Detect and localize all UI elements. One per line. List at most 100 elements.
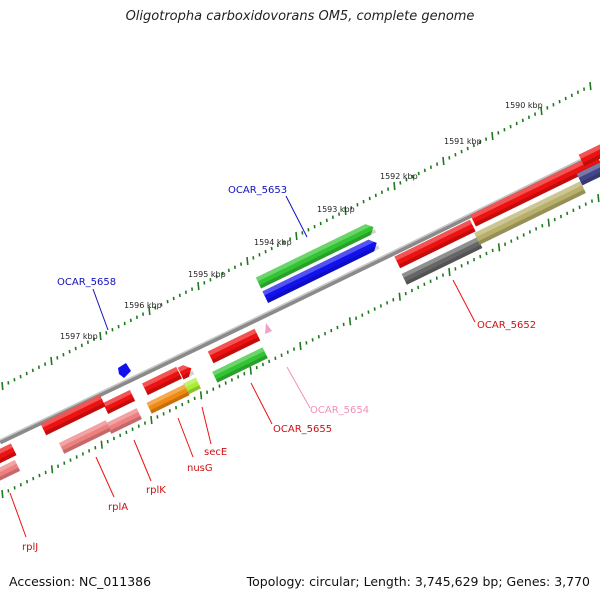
feature-rpla xyxy=(59,420,111,454)
feature-red-9-shade xyxy=(0,451,17,467)
feature-ocar-5658-shade xyxy=(266,245,380,304)
feature-red-3-shade xyxy=(582,149,600,167)
feature-red-5-shine xyxy=(177,362,191,372)
feature-nusg-shine xyxy=(146,384,187,407)
feature-red-2-body xyxy=(470,153,600,227)
feature-ocar-5653 xyxy=(255,221,377,289)
tick-label: 1597 kbp xyxy=(60,332,98,341)
feature-ocar-5655 xyxy=(212,347,268,383)
feature-nusg xyxy=(146,384,190,414)
outer-tick xyxy=(540,106,543,116)
feature-red-9-shine xyxy=(0,443,13,459)
leader-nusg xyxy=(177,417,194,458)
feature-rpla-body xyxy=(59,420,111,454)
label-ocar-5654: OCAR_5654 xyxy=(310,405,369,416)
feature-red-5-body xyxy=(177,365,192,380)
feature-sece-shade xyxy=(186,385,201,395)
feature-gray-shade xyxy=(405,244,483,285)
map-title: Oligotropha carboxidovorans OM5, complet… xyxy=(125,9,475,24)
feature-red-5 xyxy=(177,362,195,380)
feature-ocar-5658 xyxy=(262,236,380,304)
feature-ocar-5653-shade xyxy=(259,229,377,289)
feature-red-1 xyxy=(394,219,476,269)
feature-red-8-shine xyxy=(40,394,102,428)
feature-red-4-shade xyxy=(211,336,261,364)
feature-ocar-5658-shine xyxy=(262,236,376,296)
feature-red-1-body xyxy=(394,219,476,269)
feature-red-6 xyxy=(142,366,182,396)
inner-tick xyxy=(398,292,401,301)
feature-red-6-shade xyxy=(146,375,182,396)
feature-ocar-5653-body xyxy=(255,224,374,289)
feature-red-6-shine xyxy=(142,366,179,388)
leader-ocar-5654 xyxy=(286,366,311,409)
feature-ocar-5653-shine xyxy=(255,221,373,282)
tick-label: 1592 kbp xyxy=(380,172,418,181)
feature-red-3-shine xyxy=(578,141,600,159)
feature-red-4 xyxy=(207,328,261,364)
feature-rplk-shade xyxy=(109,415,142,434)
feature-rplj-shine xyxy=(0,460,17,477)
feature-red-1-shade xyxy=(398,227,476,269)
tick-label: 1594 kbp xyxy=(254,238,292,247)
feature-red-9 xyxy=(0,443,17,467)
outer-tick xyxy=(442,156,445,166)
label-nusg: nusG xyxy=(187,463,213,474)
label-rpla: rplA xyxy=(108,502,128,513)
outer-tick xyxy=(589,81,592,91)
feature-navy-body xyxy=(576,160,600,186)
feature-sece xyxy=(183,377,201,395)
feature-red-9-body xyxy=(0,443,17,467)
inner-tick xyxy=(348,317,352,326)
feature-ocar-5655-shade xyxy=(215,354,268,383)
outer-tick xyxy=(50,356,53,366)
feature-red-8-shade xyxy=(44,402,106,436)
leader-ocar-5653 xyxy=(285,195,308,238)
inner-tick xyxy=(50,465,54,474)
feature-red-2 xyxy=(470,153,600,227)
feature-red-5-shade xyxy=(181,370,195,380)
feature-ocar-5655-shine xyxy=(212,347,265,376)
leader-rpla xyxy=(95,456,115,498)
leader-ocar-5655 xyxy=(250,382,273,425)
feature-rplk-shine xyxy=(106,408,139,427)
inner-tick xyxy=(199,391,203,400)
feature-ocar-5655-body xyxy=(212,347,268,383)
feature-navy-shade xyxy=(580,168,600,186)
outer-tick-ring xyxy=(1,81,592,391)
tick-label: 1593 kbp xyxy=(317,205,355,214)
feature-olive-shine xyxy=(474,181,583,238)
outer-tick xyxy=(246,256,249,266)
outer-tick xyxy=(344,206,347,216)
feature-ocar-5658-body xyxy=(262,239,377,304)
feature-red-7-shade xyxy=(106,397,136,414)
feature-red-4-body xyxy=(207,328,261,364)
tick-labels: 1590 kbp 1591 kbp 1592 kbp 1593 kbp 1594 kbp… xyxy=(60,101,543,341)
label-rplk: rplK xyxy=(146,485,166,496)
feature-rplj-shade xyxy=(0,467,21,484)
inner-tick xyxy=(497,243,501,252)
feature-red-7 xyxy=(102,390,136,414)
feature-rplj-body xyxy=(0,460,21,484)
inner-tick xyxy=(1,489,4,499)
feature-red-8 xyxy=(40,394,106,436)
feature-red-7-shine xyxy=(102,390,132,407)
feature-rpla-shade xyxy=(62,427,111,454)
label-rplj: rplJ xyxy=(22,542,38,553)
feature-small-pink xyxy=(265,323,272,334)
outer-tick xyxy=(491,131,494,141)
feature-sece-shine xyxy=(183,377,198,388)
leader-rplk xyxy=(133,439,152,482)
leader-ocar-5652 xyxy=(452,279,476,323)
label-ocar-5658: OCAR_5658 xyxy=(57,277,116,288)
label-ocar-5655: OCAR_5655 xyxy=(273,424,332,435)
feature-red-6-body xyxy=(142,366,182,396)
gene-labels: OCAR_5653 OCAR_5658 OCAR_5652 OCAR_5654 OCAR… xyxy=(22,185,536,553)
label-leaders xyxy=(9,195,476,538)
accession-text: Accession: NC_011386 xyxy=(9,574,152,589)
feature-rpla-shine xyxy=(59,420,108,447)
inner-tick xyxy=(150,415,153,425)
outer-tick xyxy=(197,281,200,291)
inner-tick xyxy=(100,440,103,449)
feature-olive-body xyxy=(474,181,586,245)
